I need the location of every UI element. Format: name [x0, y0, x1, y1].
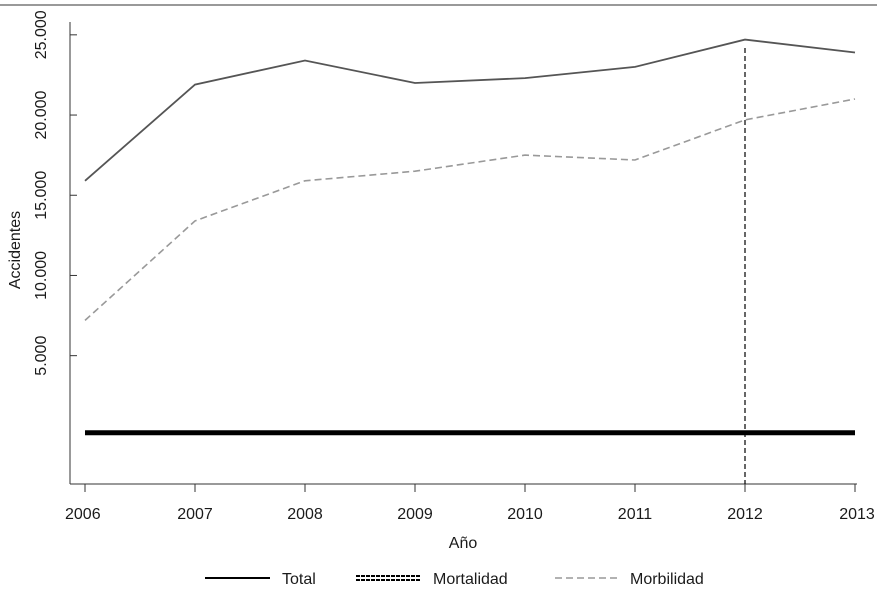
y-tick-label-10000: 10.000	[33, 251, 50, 300]
y-axis-title: Accidentes	[7, 211, 24, 289]
x-tick-label-2009: 2009	[397, 506, 433, 523]
legend-item-mortalidad: Mortalidad	[356, 571, 508, 588]
legend-label-morbilidad: Morbilidad	[630, 571, 704, 588]
legend-label-mortalidad: Mortalidad	[433, 571, 508, 588]
x-tick-label-2013: 2013	[839, 506, 875, 523]
legend-item-morbilidad: Morbilidad	[555, 571, 704, 588]
x-tick-label-2006: 2006	[65, 506, 101, 523]
y-tick-label-20000: 20.000	[33, 90, 50, 139]
legend: Total Mortalidad Morbilidad	[205, 571, 704, 588]
x-axis-title: Año	[449, 535, 478, 552]
series-line-morbilidad	[84, 98, 856, 321]
legend-item-total: Total	[205, 571, 316, 588]
y-tick-label-5000: 5.000	[33, 336, 50, 376]
y-tick-label-15000: 15.000	[33, 171, 50, 220]
y-tick-label-25000: 25.000	[33, 10, 50, 59]
x-tick-label-2008: 2008	[287, 506, 323, 523]
x-tick-label-2012: 2012	[727, 506, 763, 523]
y-axis: 5.000 10.000 15.000 20.000 25.000	[33, 10, 77, 484]
x-tick-label-2011: 2011	[618, 506, 653, 523]
x-tick-label-2010: 2010	[507, 506, 543, 523]
x-tick-label-2007: 2007	[177, 506, 213, 523]
x-axis: 2006 2007 2008 2009 2010 2011 2012 2013	[65, 483, 875, 523]
series-line-total	[84, 38, 856, 182]
series-layer	[84, 38, 856, 436]
legend-label-total: Total	[282, 571, 316, 588]
